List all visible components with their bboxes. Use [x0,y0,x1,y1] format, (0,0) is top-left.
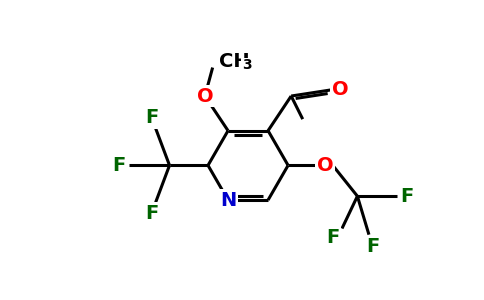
Text: F: F [400,187,413,206]
Text: F: F [145,204,158,223]
Text: F: F [366,238,379,256]
Text: CH: CH [219,52,249,71]
Text: 3: 3 [242,58,252,72]
Text: F: F [145,108,158,127]
Text: O: O [332,80,349,99]
Text: O: O [197,86,213,106]
Text: F: F [326,228,339,247]
Text: N: N [220,190,236,209]
Text: F: F [112,156,125,175]
Text: O: O [317,156,333,175]
